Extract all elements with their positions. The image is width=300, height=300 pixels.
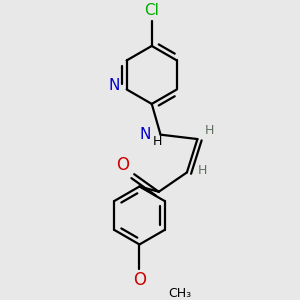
- Text: Cl: Cl: [144, 3, 159, 18]
- Text: O: O: [116, 156, 129, 174]
- Text: N: N: [140, 127, 151, 142]
- Text: O: O: [133, 271, 146, 289]
- Text: H: H: [198, 164, 207, 177]
- Text: CH₃: CH₃: [168, 287, 191, 300]
- Text: H: H: [205, 124, 214, 137]
- Text: N: N: [109, 78, 120, 93]
- Text: H: H: [153, 135, 163, 148]
